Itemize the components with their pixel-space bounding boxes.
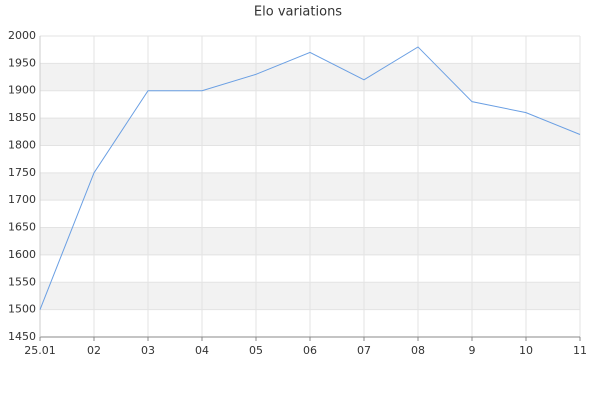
y-tick-label: 1950 (8, 56, 36, 69)
y-tick-label: 1800 (8, 138, 36, 151)
x-tick-label: 04 (195, 344, 209, 357)
x-tick-label: 25.01 (24, 344, 56, 357)
y-tick-label: 2000 (8, 29, 36, 42)
y-tick-label: 1500 (8, 303, 36, 316)
x-tick-label: 9 (469, 344, 476, 357)
x-tick-label: 11 (573, 344, 587, 357)
y-tick-label: 1750 (8, 166, 36, 179)
x-tick-label: 06 (303, 344, 317, 357)
y-tick-label: 1450 (8, 330, 36, 343)
x-tick-label: 08 (411, 344, 425, 357)
chart-title: Elo variations (254, 5, 342, 20)
y-tick-label: 1550 (8, 275, 36, 288)
x-tick-label: 03 (141, 344, 155, 357)
x-tick-label: 02 (87, 344, 101, 357)
x-tick-label: 10 (519, 344, 533, 357)
y-tick-label: 1900 (8, 84, 36, 97)
y-tick-label: 1850 (8, 111, 36, 124)
y-tick-label: 1650 (8, 221, 36, 234)
x-tick-label: 05 (249, 344, 263, 357)
y-tick-label: 1600 (8, 248, 36, 261)
line (39, 46, 581, 310)
y-tick-label: 1700 (8, 193, 36, 206)
x-tick-label: 07 (357, 344, 371, 357)
